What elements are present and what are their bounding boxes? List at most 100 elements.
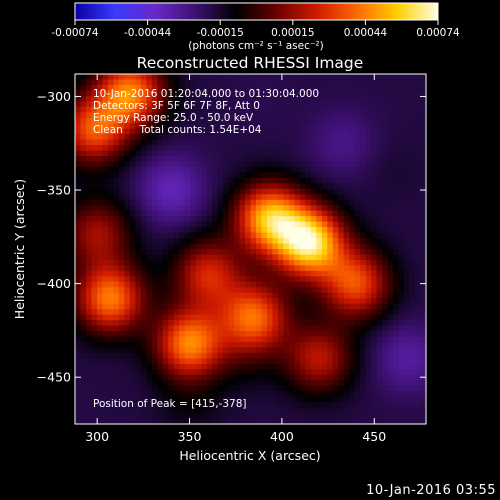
heatmap-cell [206,74,213,81]
heatmap-cell [299,101,306,108]
heatmap-cell [360,391,367,398]
heatmap-cell [283,407,290,414]
heatmap-cell [376,380,383,387]
heatmap-cell [135,413,142,420]
heatmap-cell [85,309,93,316]
heatmap-cell [277,385,284,392]
heatmap-cell [75,123,82,130]
heatmap-cell [376,292,383,299]
heatmap-cell [212,281,219,288]
heatmap-cell [118,352,125,359]
heatmap-cell [415,254,422,261]
heatmap-cell [173,396,180,403]
heatmap-cell [261,298,268,305]
heatmap-cell [354,145,361,152]
heatmap-cell [146,183,153,190]
heatmap-cell [343,128,350,135]
heatmap-cell [250,418,257,424]
heatmap-cell [91,249,98,256]
heatmap-cell [316,413,323,420]
heatmap-cell [277,101,284,108]
heatmap-cell [217,341,224,349]
heatmap-cell [272,216,279,223]
heatmap-cell [102,134,109,141]
heatmap-cell [310,276,317,283]
heatmap-cell [173,134,180,141]
heatmap-cell [261,101,268,108]
heatmap-cell [146,270,153,277]
heatmap-cell [212,265,219,272]
heatmap-cell [294,227,301,234]
heatmap-cell [404,177,411,184]
heatmap-cell [376,145,383,152]
heatmap-cell [310,139,317,146]
heatmap-cell [360,95,367,102]
heatmap-cell [107,391,114,398]
heatmap-cell [113,249,120,256]
heatmap-cell [234,205,241,212]
heatmap-cell [140,303,147,310]
heatmap-cell [294,177,301,184]
heatmap-cell [338,145,345,152]
heatmap-cell [228,380,235,387]
heatmap-cell [107,232,114,239]
heatmap-cell [124,418,131,424]
heatmap-cell [294,380,301,387]
heatmap-cell [371,369,378,376]
heatmap-cell [140,418,147,424]
heatmap-cell [420,194,426,201]
heatmap-cell [223,413,230,420]
heatmap-cell [398,325,405,332]
heatmap-cell [107,314,114,321]
heatmap-cell [376,227,383,234]
heatmap-cell [305,183,312,190]
heatmap-cell [96,407,104,414]
heatmap-cell [376,265,383,272]
heatmap-cell [288,243,295,250]
heatmap-cell [305,199,312,206]
heatmap-cell [283,341,290,349]
heatmap-cell [387,101,394,108]
x-tick-label: 400 [270,429,294,444]
heatmap-cell [338,369,345,376]
heatmap-cell [201,265,208,272]
heatmap-cell [168,320,175,327]
heatmap-cell [354,413,361,420]
heatmap-cell [129,95,136,102]
heatmap-cell [272,298,279,305]
heatmap-cell [371,259,378,267]
heatmap-cell [135,156,142,163]
heatmap-cell [85,363,93,370]
heatmap-cell [387,336,394,343]
heatmap-cell [354,347,361,354]
heatmap-cell [365,391,372,398]
heatmap-cell [80,106,87,113]
heatmap-cell [288,161,295,168]
heatmap-cell [173,303,180,310]
heatmap-cell [184,259,191,267]
heatmap-cell [212,336,219,343]
heatmap-cell [217,325,224,332]
heatmap-cell [146,391,153,398]
heatmap-cell [294,161,301,168]
heatmap-cell [261,270,268,277]
heatmap-cell [376,281,383,288]
heatmap-cell [217,117,224,124]
heatmap-cell [255,216,263,223]
heatmap-cell [288,352,295,359]
heatmap-cell [294,309,301,316]
heatmap-cell [80,221,87,228]
heatmap-cell [135,320,142,327]
heatmap-cell [310,166,317,174]
heatmap-cell [245,188,252,195]
heatmap-cell [96,210,104,217]
heatmap-cell [140,139,147,146]
heatmap-cell [85,90,93,97]
heatmap-cell [288,172,295,179]
heatmap-cell [124,117,131,124]
heatmap-cell [75,112,82,119]
heatmap-cell [272,166,279,174]
heatmap-cell [250,183,257,190]
heatmap-cell [113,385,120,392]
heatmap-cell [354,298,361,305]
